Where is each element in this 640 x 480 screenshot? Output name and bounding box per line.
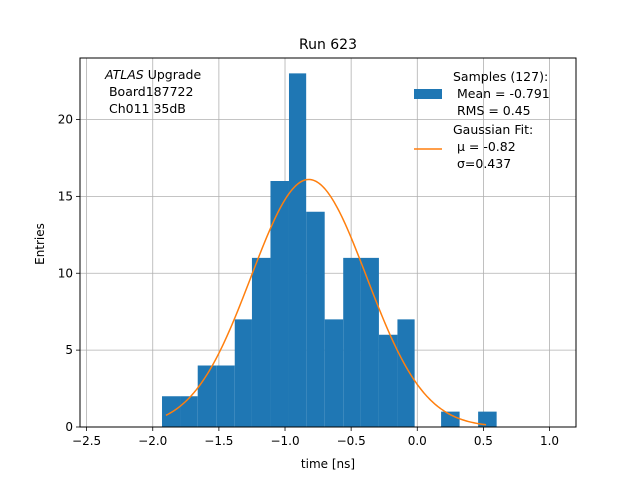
annotation: ATLAS Upgrade Board187722 Ch011 35dB — [104, 67, 201, 116]
grid — [80, 58, 576, 428]
histogram-bar-15 — [478, 411, 497, 427]
chart-title: Run 623 — [299, 37, 357, 53]
legend-samples-line-1: Mean = -0.791 — [453, 86, 550, 101]
histogram-bar-3 — [216, 365, 235, 427]
y-axis-label: Entries — [33, 223, 47, 265]
annotation-line-0: ATLAS Upgrade — [104, 67, 201, 82]
histogram-bar-8 — [306, 211, 325, 427]
y-tick-label-3: 15 — [58, 189, 73, 203]
histogram-bar-6 — [270, 181, 289, 427]
x-tick-label-5: 0.0 — [408, 434, 427, 448]
histogram-bar-7 — [288, 73, 307, 427]
legend-fit-line-1: μ = -0.82 — [453, 139, 516, 154]
x-tick-label-1: −2.0 — [138, 434, 167, 448]
annotation-upgrade-word: Upgrade — [144, 67, 202, 82]
gaussian-fit — [165, 178, 487, 426]
histogram-bar-13 — [397, 319, 415, 427]
legend-samples-swatch — [414, 89, 442, 99]
plot-frame — [79, 57, 577, 428]
y-tick-label-2: 10 — [58, 266, 73, 280]
legend-samples-line-0: Samples (127): — [453, 69, 548, 84]
histogram-bar-11 — [360, 257, 379, 427]
x-tick-label-7: 1.0 — [540, 434, 559, 448]
histogram-bar-12 — [378, 334, 398, 427]
x-tick-label-4: −0.5 — [337, 434, 366, 448]
y-tick-label-1: 5 — [65, 343, 73, 357]
legend-fit-line-0: Gaussian Fit: — [453, 122, 533, 137]
axis-ticks: −2.5 −2.0 −1.5 −1.0 −0.5 0.0 0.5 1.0 0 5 10 15 20 — [58, 113, 559, 449]
x-tick-label-0: −2.5 — [72, 434, 101, 448]
histogram-bar-1 — [180, 396, 198, 427]
x-tick-label-3: −1.0 — [270, 434, 299, 448]
x-axis-label: time [ns] — [301, 457, 355, 471]
y-tick-label-4: 20 — [58, 113, 73, 127]
histogram-bar-5 — [251, 257, 271, 427]
gaussian-fit-curve — [165, 178, 487, 426]
histogram-bar-10 — [343, 257, 361, 427]
histogram-bar-9 — [324, 319, 344, 427]
histogram-bar-14 — [441, 411, 460, 427]
x-tick-label-2: −1.5 — [204, 434, 233, 448]
histogram-bars — [162, 73, 497, 427]
histogram-bar-4 — [234, 319, 252, 427]
legend-samples-line-2: RMS = 0.45 — [453, 103, 531, 118]
legend-fit-line-2: σ=0.437 — [453, 156, 511, 171]
annotation-line-2: Ch011 35dB — [105, 101, 186, 116]
y-tick-label-0: 0 — [65, 420, 73, 434]
legend: Samples (127): Mean = -0.791 RMS = 0.45 G… — [414, 69, 550, 171]
annotation-atlas-word: ATLAS — [104, 67, 144, 82]
annotation-line-1: Board187722 — [105, 84, 193, 99]
x-tick-label-6: 0.5 — [474, 434, 493, 448]
